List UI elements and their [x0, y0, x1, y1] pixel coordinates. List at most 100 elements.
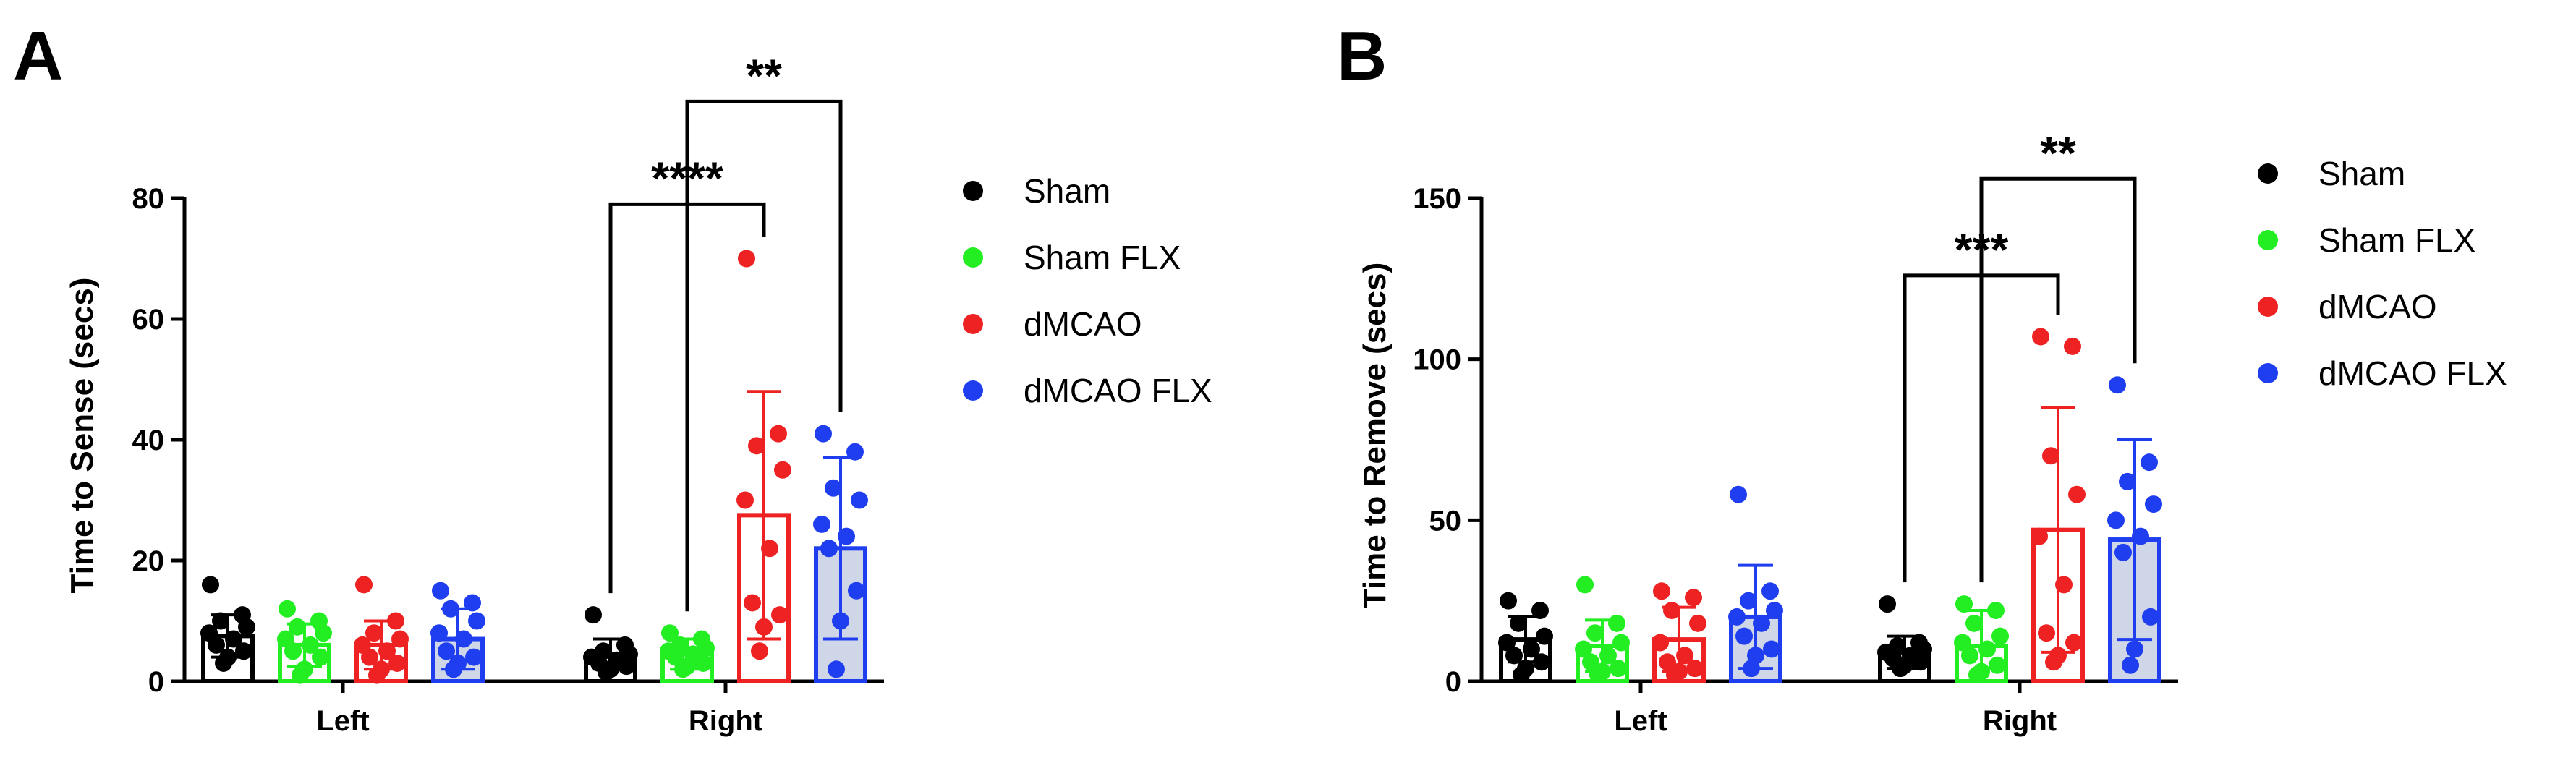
panel-a-letter: A: [13, 17, 63, 95]
panel-b-data-point: [2065, 634, 2083, 652]
panel-b-data-point: [2064, 337, 2081, 355]
panel-b-data-point: [1763, 640, 1780, 658]
panel-a-data-point: [755, 618, 773, 636]
panel-b-data-point: [2132, 527, 2149, 545]
panel-b-data-point: [2142, 608, 2159, 626]
panel-b-data-point: [1523, 640, 1540, 658]
panel-b-legend-marker: [2258, 363, 2278, 383]
panel-b-data-point: [1510, 614, 1527, 632]
panel-a-category-label: Left: [316, 705, 369, 737]
panel-b-data-point: [1978, 640, 1996, 658]
panel-b-legend-label: dMCAO FLX: [2318, 354, 2507, 392]
panel-a-data-point: [292, 666, 309, 684]
panel-a-data-point: [848, 582, 865, 600]
panel-b-data-point: [1586, 624, 1604, 642]
panel-b-data-point: [1531, 602, 1549, 620]
panel-a-legend-label: Sham: [1024, 172, 1110, 210]
panel-b-data-point: [1965, 614, 1983, 632]
panel-a-significance-bracket: [685, 99, 843, 612]
panel-b-data-point: [2141, 453, 2158, 472]
panel-a-data-point: [289, 618, 306, 636]
panel-b-legend-marker: [2258, 297, 2278, 317]
panel-a-significance-label: **: [746, 49, 782, 101]
panel-a-data-point: [774, 461, 791, 479]
panel-a: A Time to Sense (secs) 0 20 40 60 80 Left Righ…: [13, 17, 1212, 737]
panel-a-legend-marker: [963, 247, 983, 268]
panel-b-category-label: Left: [1614, 705, 1667, 737]
panel-a-axes: 0 20 40 60 80 Left Right: [132, 183, 884, 737]
panel-b-data-point: [1689, 614, 1706, 632]
panel-b-data-point: [1599, 647, 1617, 665]
panel-b-data-point: [2038, 624, 2055, 642]
panel-b-data-point: [1676, 647, 1693, 665]
panel-a-data-point: [465, 648, 483, 666]
panel-b-data-point: [1753, 614, 1770, 632]
panel-b-data-point: [1766, 602, 1783, 620]
panel-b-data-point: [2126, 640, 2143, 658]
panel-a-data-point: [585, 606, 602, 624]
panel-a-bars: [201, 390, 867, 684]
panel-b-data-point: [1659, 653, 1676, 671]
panel-b-data-point: [2031, 527, 2048, 545]
panel-a-data-point: [238, 618, 255, 636]
panel-a-y-tick-label: 60: [132, 304, 165, 336]
panel-b-letter: B: [1337, 17, 1387, 95]
panel-a-data-point: [388, 654, 406, 672]
panel-b-legend-label: Sham: [2318, 155, 2405, 192]
panel-a-legend: Sham Sham FLX dMCAO dMCAO FLX: [963, 172, 1212, 409]
panel-b-y-tick-label: 0: [1445, 666, 1461, 698]
panel-b-data-point: [1954, 634, 1971, 652]
panel-a-data-point: [315, 624, 332, 642]
panel-b-data-point: [1666, 666, 1683, 684]
panel-a-data-point: [751, 642, 768, 660]
panel-a-data-point: [442, 600, 459, 618]
panel-a-data-point: [815, 425, 832, 443]
panel-b-data-point: [1989, 656, 2006, 674]
panel-a-data-point: [279, 600, 296, 618]
panel-a-data-point: [368, 666, 386, 684]
panel-b-data-point: [1961, 647, 1978, 665]
panel-b-data-point: [1912, 653, 1929, 671]
panel-b-data-point: [1740, 592, 1757, 610]
panel-b-data-point: [1500, 592, 1517, 610]
panel-a-data-point: [387, 612, 404, 630]
panel-a-data-point: [748, 437, 765, 455]
panel-b-data-point: [1686, 660, 1704, 678]
panel-b-data-point: [1608, 614, 1625, 632]
panel-a-data-point: [432, 582, 449, 600]
panel-a-data-point: [813, 515, 830, 533]
panel-a-data-point: [825, 479, 842, 497]
panel-b-data-point: [2042, 447, 2059, 465]
panel-b-data-point: [1991, 627, 2009, 645]
panel-a-legend-marker: [963, 380, 983, 401]
panel-a-legend-label: dMCAO: [1024, 305, 1142, 343]
panel-b-data-point: [1505, 647, 1523, 665]
panel-b-data-point: [1612, 634, 1630, 652]
panel-a-data-point: [618, 657, 635, 676]
panel-a-legend-marker: [963, 314, 983, 334]
panel-a-data-point: [744, 594, 761, 612]
panel-b-data-point: [2114, 543, 2132, 561]
panel-b-data-point: [1735, 627, 1753, 645]
panel-a-data-point: [235, 642, 252, 660]
panel-b-data-point: [1610, 660, 1627, 678]
panel-b-significance-bracket: [1979, 176, 2137, 583]
panel-a-data-point: [212, 612, 229, 630]
panel-b-data-point: [1879, 595, 1896, 613]
panel-b-data-point: [1730, 485, 1747, 503]
panel-a-data-point: [302, 636, 319, 654]
panel-a-data-point: [225, 630, 242, 648]
panel-a-legend-marker: [963, 181, 983, 201]
panel-b-data-point: [1652, 634, 1669, 652]
panel-a-data-point: [846, 443, 864, 461]
panel-b-data-point: [1892, 660, 1909, 678]
panel-b-y-tick-label: 50: [1429, 505, 1462, 537]
panel-b-data-point: [2055, 576, 2073, 594]
panel-a-data-point: [838, 527, 855, 545]
panel-a-category-label: Right: [689, 705, 762, 737]
panel-b-legend-label: Sham FLX: [2318, 221, 2475, 259]
panel-b-data-point: [2068, 485, 2086, 503]
panel-b-data-point: [1728, 608, 1746, 626]
panel-a-data-point: [215, 654, 232, 672]
panel-b-category-label: Right: [1983, 705, 2057, 737]
